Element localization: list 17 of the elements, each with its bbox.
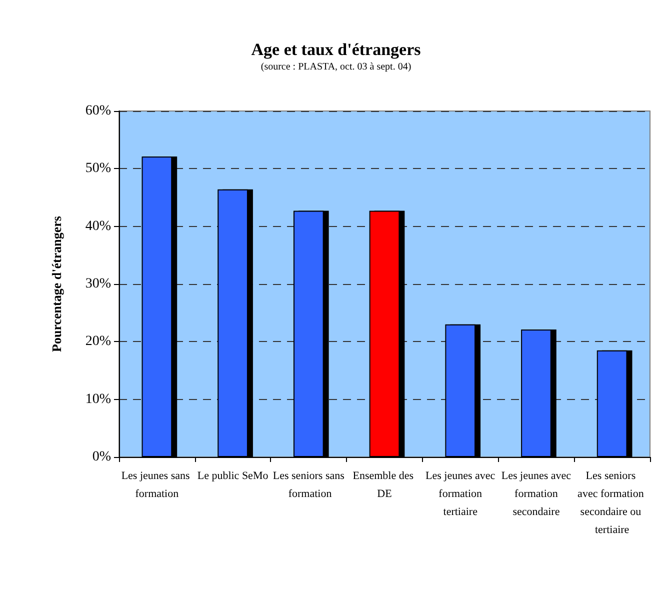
y-tick-label: 50% xyxy=(85,161,112,176)
x-tick-label: Les jeunes sans formation xyxy=(121,470,193,500)
y-tick-label: 20% xyxy=(85,334,112,350)
x-tick-label: Les seniors sans formation xyxy=(272,470,344,500)
x-tick-label: Ensemble des DE xyxy=(352,470,416,500)
y-tick-label: 60% xyxy=(85,104,112,118)
x-tick-label: Les seniors avec formation secondaire ou tertiaire xyxy=(578,470,647,536)
y-tick-label: 40% xyxy=(85,218,112,234)
x-tick-label: Les jeunes avec formation secondaire xyxy=(501,470,572,518)
y-axis-title: Pourcentage d'étrangers xyxy=(49,216,64,352)
y-tick-label: 10% xyxy=(85,392,112,407)
y-tick-label: 0% xyxy=(92,450,112,464)
x-tick-label: Le public SeMo xyxy=(197,470,269,482)
x-tick-label: Les jeunes avec formation tertiaire xyxy=(426,470,496,518)
y-tick-label: 30% xyxy=(85,276,112,292)
chart-title: Age et taux d'étrangers xyxy=(251,40,422,59)
chart-subtitle: (source : PLASTA, oct. 03 à sept. 04) xyxy=(260,62,412,72)
